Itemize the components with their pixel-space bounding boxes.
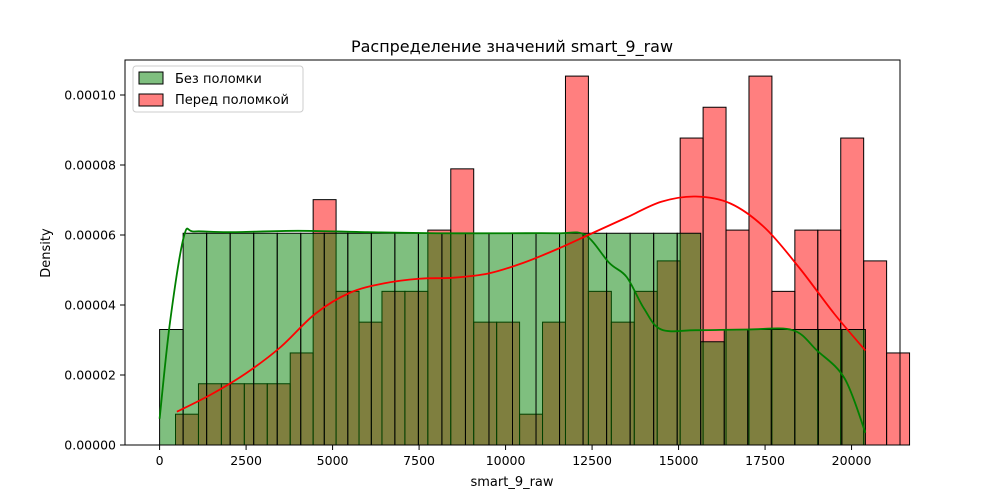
bar-no-failure [770, 329, 796, 446]
kde-line-no-failure [158, 227, 867, 434]
bar-before-failure [886, 352, 911, 446]
y-tick-label: 0.00006 [64, 228, 116, 243]
bar-no-failure [794, 329, 819, 446]
bar-no-failure [370, 232, 396, 446]
x-tick-label: 5000 [317, 453, 349, 468]
x-tick-label: 10000 [486, 453, 526, 468]
x-tick-label: 15000 [659, 453, 699, 468]
bar-no-failure [253, 232, 278, 446]
bar-no-failure [582, 232, 608, 446]
bar-no-failure [394, 232, 419, 446]
legend-frame [132, 65, 304, 113]
x-tick-label: 12500 [572, 453, 612, 468]
bar-no-failure [700, 341, 725, 446]
x-tick-label: 2500 [230, 453, 262, 468]
bar-no-failure [300, 232, 325, 446]
chart-title: Распределение значений smart_9_raw [351, 37, 673, 57]
y-tick-label: 0.00010 [64, 88, 116, 103]
x-tick-label: 7500 [403, 453, 435, 468]
legend-swatch-before-failure [138, 93, 164, 107]
bar-no-failure [323, 232, 349, 446]
bar-no-failure [464, 232, 490, 446]
bar-no-failure [417, 232, 443, 446]
bar-no-failure [606, 232, 631, 446]
legend-label-no-failure: Без поломки [175, 72, 262, 87]
bar-no-failure [441, 232, 466, 446]
bar-no-failure [653, 232, 678, 446]
bar-no-failure [559, 232, 584, 446]
legend-swatch-no-failure [138, 71, 164, 85]
y-tick-label: 0.00000 [64, 438, 116, 453]
y-axis-label: Density [39, 228, 54, 278]
x-axis-ticks: 0 2500 5000 7500 10000 12500 15000 17500 20000 [156, 445, 872, 468]
bar-no-failure [817, 329, 843, 446]
kde-curves [158, 195, 867, 434]
x-axis-label: smart_9_raw [470, 475, 553, 490]
y-axis-ticks: 0.00000 0.00002 0.00004 0.00006 0.00008 0.000… [64, 88, 125, 453]
bar-no-failure [182, 232, 208, 446]
legend-label-before-failure: Перед поломкой [175, 93, 289, 108]
legend: Без поломки Перед поломкой [132, 65, 304, 113]
y-tick-label: 0.00008 [64, 158, 116, 173]
bar-no-failure [676, 232, 702, 446]
bar-before-failure [863, 260, 888, 446]
kde-line-before-failure [176, 195, 867, 413]
bar-no-failure [229, 232, 255, 446]
y-tick-label: 0.00004 [64, 298, 116, 313]
plot-frame [124, 59, 901, 446]
x-tick-label: 0 [156, 453, 164, 468]
bar-no-failure [723, 329, 749, 446]
x-tick-label: 17500 [745, 453, 785, 468]
bar-no-failure [206, 232, 231, 446]
bar-no-failure [629, 232, 655, 446]
bar-no-failure [535, 232, 561, 446]
bar-no-failure [488, 232, 513, 446]
x-tick-label: 20000 [832, 453, 872, 468]
bar-no-failure [747, 329, 772, 446]
bar-no-failure [347, 232, 372, 446]
y-tick-label: 0.00002 [64, 368, 116, 383]
